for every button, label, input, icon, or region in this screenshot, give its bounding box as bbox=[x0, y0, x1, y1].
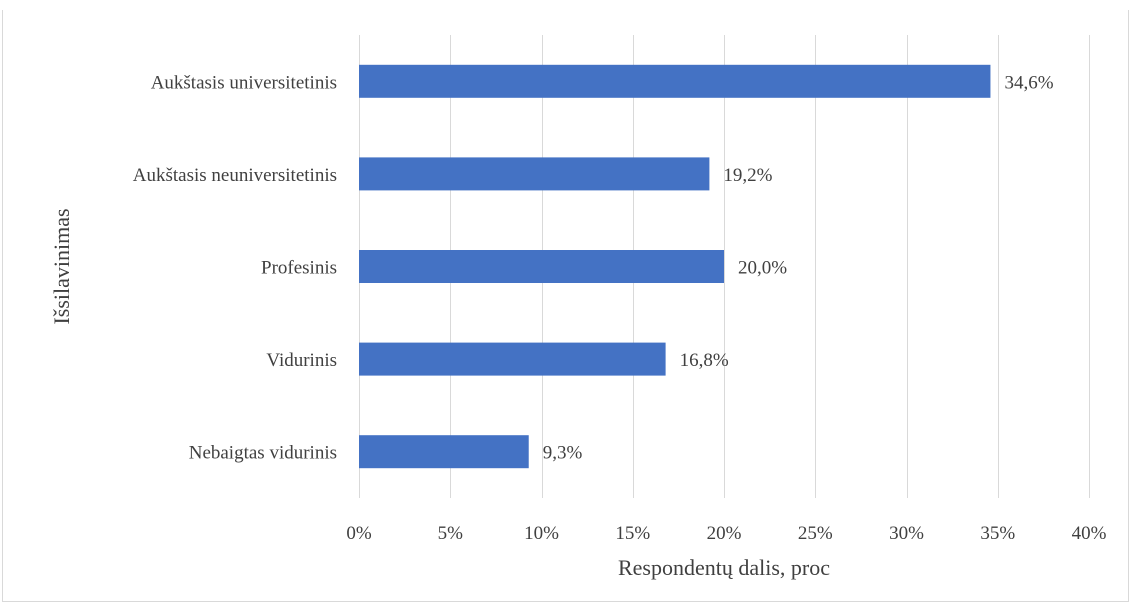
x-tick-label: 25% bbox=[798, 523, 833, 544]
category-label: Aukštasis universitetinis bbox=[151, 72, 337, 93]
x-tick-label: 40% bbox=[1072, 523, 1107, 544]
x-tick-label: 15% bbox=[615, 523, 650, 544]
category-label: Aukštasis neuniversitetinis bbox=[133, 165, 337, 186]
data-label: 19,2% bbox=[723, 165, 772, 186]
x-tick-label: 20% bbox=[707, 523, 742, 544]
category-label: Profesinis bbox=[261, 258, 337, 279]
data-label: 20,0% bbox=[738, 258, 787, 279]
x-tick-label: 0% bbox=[346, 523, 372, 544]
bar bbox=[359, 435, 529, 469]
bars bbox=[359, 64, 991, 469]
labels: 0% 5% 10% 15% 20% 25% 30% 35% 40% Aukštasis unive… bbox=[133, 72, 1107, 544]
x-tick-label: 5% bbox=[438, 523, 464, 544]
bar bbox=[359, 342, 666, 376]
bar bbox=[359, 250, 724, 283]
x-tick-label: 10% bbox=[524, 523, 559, 544]
data-label: 9,3% bbox=[543, 443, 583, 464]
data-label: 34,6% bbox=[1004, 72, 1053, 93]
x-axis-title: Respondentų dalis, proc bbox=[618, 555, 830, 580]
bar bbox=[359, 157, 710, 191]
bar bbox=[359, 64, 991, 98]
data-label: 16,8% bbox=[680, 350, 729, 371]
category-label: Nebaigtas vidurinis bbox=[189, 443, 337, 464]
x-tick-label: 30% bbox=[889, 523, 924, 544]
x-tick-label: 35% bbox=[980, 523, 1015, 544]
chart-frame bbox=[2, 10, 1129, 602]
category-label: Vidurinis bbox=[266, 350, 337, 371]
y-axis-title: Išsilavinimas bbox=[49, 208, 74, 324]
